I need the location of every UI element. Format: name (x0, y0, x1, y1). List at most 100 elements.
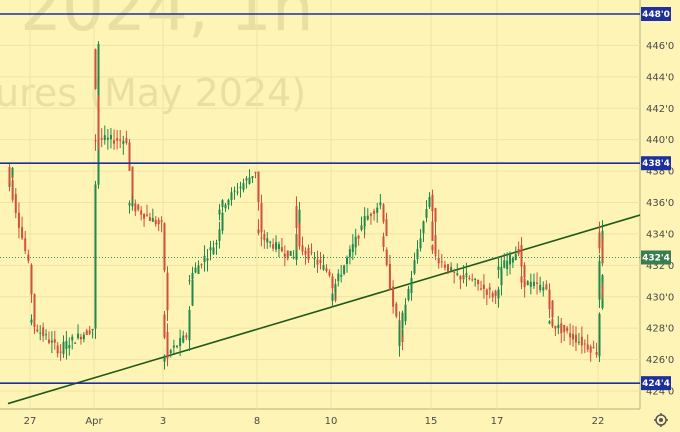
level-tag-label: 438'4 (642, 159, 670, 169)
candle-body (304, 250, 307, 255)
candle-body (131, 166, 134, 203)
candle-body (316, 259, 319, 265)
y-tick-label: 428'0 (646, 324, 674, 335)
candle-body (215, 242, 218, 245)
y-tick-label: 446'0 (646, 41, 674, 52)
candle-body (337, 273, 340, 281)
candle-body (419, 238, 422, 249)
candle-body (514, 254, 517, 261)
candle-body (212, 247, 215, 255)
candle-body (548, 321, 551, 324)
candle-body (325, 268, 328, 272)
candle-body (592, 347, 595, 349)
candle-body (218, 229, 221, 241)
level-tag-label: 448'0 (642, 10, 670, 20)
candle-body (151, 218, 154, 222)
candle-body (176, 345, 178, 347)
candle-body (491, 293, 494, 298)
candle-body (172, 345, 175, 348)
candle-body (357, 235, 360, 239)
x-axis-ticks: 27 Apr 3 8 10 15 17 22 (24, 416, 605, 427)
candle-body (437, 257, 440, 264)
y-tick-label: 436'0 (646, 198, 674, 209)
candle-body (586, 344, 589, 350)
gear-icon[interactable] (654, 413, 668, 427)
candle-body (376, 207, 379, 213)
candle-body (14, 194, 17, 213)
candle-body (24, 238, 27, 251)
candle-body (523, 264, 526, 278)
candle-body (422, 221, 425, 234)
candle-body (497, 289, 500, 299)
candle-body (85, 330, 88, 336)
candle-body (431, 194, 434, 212)
candle-body (33, 294, 36, 322)
candle-body (447, 264, 449, 272)
candle-body (471, 279, 474, 281)
candle-body (68, 345, 71, 349)
candle-body (191, 272, 194, 280)
candle-body (385, 219, 388, 237)
x-tick-label: 3 (160, 416, 166, 427)
candle-body (94, 49, 97, 89)
candle-body (94, 184, 97, 329)
candle-body (275, 242, 278, 250)
candle-body (360, 225, 363, 230)
candle-body (385, 249, 388, 265)
candle-body (113, 140, 116, 144)
candle-body (227, 199, 230, 205)
candle-body (188, 280, 191, 282)
candle-body (160, 220, 163, 222)
candle-body (218, 209, 221, 215)
candle-body (260, 203, 263, 233)
candle-body (500, 267, 503, 273)
candle-body (373, 211, 376, 214)
x-tick-label: Apr (85, 416, 103, 427)
candle-body (74, 342, 77, 344)
candle-body (509, 254, 511, 265)
candle-body (520, 276, 523, 283)
candle-body (443, 264, 446, 268)
candle-body (119, 139, 122, 141)
candle-body (354, 236, 357, 248)
candle-body (179, 337, 182, 347)
candle-body (182, 335, 185, 343)
candle-body (497, 266, 500, 270)
candle-body (598, 261, 601, 300)
candle-body (407, 288, 410, 300)
candle-body (47, 339, 50, 343)
candle-body (242, 183, 245, 190)
candle-body (263, 234, 266, 241)
candle-body (539, 284, 542, 291)
candle-body (11, 180, 14, 200)
candle-body (425, 209, 428, 218)
candle-body (109, 135, 112, 140)
candle-body (79, 336, 82, 340)
candle-body (286, 250, 289, 259)
candle-body (392, 286, 395, 307)
watermark-line1: 2024, 1h (20, 0, 314, 46)
candle-body (8, 167, 11, 183)
price-tags: 448'0 438'4 424'4 432'4 (641, 7, 671, 391)
candle-body (62, 341, 65, 348)
x-tick-label: 8 (254, 416, 260, 427)
candle-body (401, 312, 404, 329)
candle-body (203, 255, 206, 263)
candle-body (163, 355, 166, 362)
candle-body (236, 191, 239, 193)
candle-body (125, 138, 128, 143)
y-tick-label: 444'0 (646, 72, 674, 83)
y-tick-label: 426'0 (646, 355, 674, 366)
candle-body (257, 229, 260, 233)
candle-body (191, 279, 194, 306)
candle-body (272, 244, 275, 249)
candle-body (166, 352, 169, 354)
candle-body (536, 282, 539, 285)
candle-body (269, 241, 272, 243)
candle-body (122, 140, 125, 144)
candle-body (50, 340, 53, 343)
candle-body (134, 203, 137, 212)
candle-body (103, 135, 106, 141)
candle-body (453, 271, 456, 273)
